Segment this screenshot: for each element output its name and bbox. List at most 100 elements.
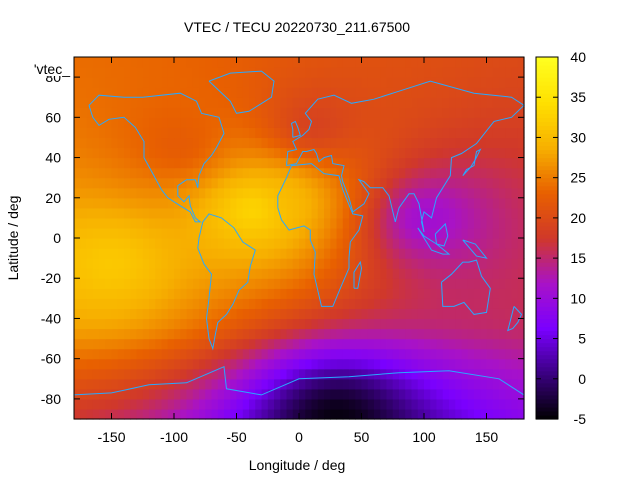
heatmap-cell (280, 227, 288, 239)
heatmap-cell (292, 57, 300, 68)
heatmap-cell (80, 308, 88, 320)
heatmap-cell (336, 238, 344, 249)
heatmap-cell (392, 278, 400, 289)
heatmap-cell (205, 187, 213, 199)
heatmap-cell (455, 248, 463, 259)
heatmap-cell (461, 177, 469, 189)
heatmap-cell (249, 328, 256, 340)
y-tick-label: 60 (45, 109, 61, 125)
heatmap-cell (336, 57, 344, 68)
heatmap-cell (436, 117, 444, 128)
heatmap-cell (299, 308, 306, 320)
heatmap-cell (86, 288, 94, 299)
heatmap-cell (386, 388, 394, 400)
heatmap-cell (167, 338, 175, 350)
heatmap-cell (461, 288, 469, 299)
heatmap-cell (74, 77, 81, 88)
heatmap-cell (405, 187, 413, 199)
heatmap-cell (517, 77, 525, 88)
heatmap-cell (317, 147, 325, 159)
heatmap-cell (192, 197, 200, 209)
heatmap-cell (492, 57, 500, 68)
heatmap-cell (199, 348, 206, 360)
heatmap-cell (242, 368, 250, 380)
heatmap-cell (230, 288, 238, 299)
heatmap-cell (474, 358, 481, 370)
heatmap-cell (324, 97, 331, 108)
heatmap-cell (261, 187, 269, 199)
heatmap-cell (311, 77, 319, 88)
heatmap-cell (461, 127, 469, 139)
heatmap-cell (449, 187, 456, 199)
heatmap-cell (492, 187, 500, 199)
heatmap-cell (349, 298, 356, 309)
heatmap-cell (499, 167, 506, 179)
heatmap-cell (467, 167, 475, 179)
heatmap-cell (449, 147, 456, 159)
heatmap-cell (86, 348, 94, 360)
heatmap-cell (92, 137, 100, 149)
heatmap-cell (292, 388, 300, 400)
heatmap-cell (417, 318, 425, 330)
heatmap-cell (230, 408, 238, 420)
heatmap-cell (467, 107, 475, 118)
heatmap-cell (274, 227, 281, 239)
heatmap-cell (124, 308, 131, 320)
heatmap-cell (74, 97, 81, 108)
heatmap-cell (299, 238, 306, 249)
heatmap-cell (386, 328, 394, 340)
heatmap-cell (130, 137, 138, 149)
heatmap-cell (317, 378, 325, 390)
heatmap-cell (299, 227, 306, 239)
heatmap-cell (342, 378, 350, 390)
heatmap-cell (105, 328, 113, 340)
heatmap-cell (355, 358, 363, 370)
heatmap-cell (149, 157, 156, 169)
heatmap-cell (399, 137, 406, 149)
heatmap-cell (74, 338, 81, 350)
coastline-madagascar (353, 260, 363, 289)
heatmap-cell (492, 388, 500, 400)
colorbar-segment (536, 366, 558, 372)
heatmap-cell (99, 268, 106, 279)
heatmap-cell (511, 157, 519, 169)
heatmap-cell (174, 288, 181, 299)
heatmap-cell (374, 77, 381, 88)
heatmap-cell (442, 338, 450, 350)
heatmap-cell (174, 398, 181, 410)
heatmap-cell (317, 157, 325, 169)
heatmap-cell (411, 107, 419, 118)
heatmap-cell (267, 97, 275, 108)
heatmap-cell (411, 368, 419, 380)
heatmap-cell (117, 87, 125, 98)
colorbar-segment (536, 233, 558, 239)
heatmap-cell (486, 57, 494, 68)
heatmap-cell (417, 298, 425, 309)
heatmap-cell (161, 87, 169, 98)
heatmap-cell (311, 318, 319, 330)
heatmap-cell (130, 328, 138, 340)
heatmap-cell (499, 187, 506, 199)
heatmap-cell (455, 117, 463, 128)
heatmap-cell (417, 408, 425, 420)
heatmap-cell (299, 177, 306, 189)
heatmap-cell (305, 137, 313, 149)
heatmap-cell (411, 248, 419, 259)
heatmap-cell (142, 328, 150, 340)
heatmap-cell (186, 167, 194, 179)
heatmap-cell (236, 57, 244, 68)
heatmap-cell (361, 258, 369, 269)
heatmap-cell (467, 137, 475, 149)
heatmap-cell (155, 388, 163, 400)
heatmap-cell (161, 57, 169, 68)
heatmap-cell (324, 227, 331, 239)
heatmap-cell (430, 147, 438, 159)
heatmap-cell (342, 308, 350, 320)
heatmap-cell (130, 248, 138, 259)
heatmap-cell (186, 388, 194, 400)
heatmap-cell (186, 278, 194, 289)
heatmap-cell (124, 217, 131, 229)
heatmap-cell (311, 298, 319, 309)
heatmap-cell (349, 107, 356, 118)
heatmap-cell (136, 298, 144, 309)
